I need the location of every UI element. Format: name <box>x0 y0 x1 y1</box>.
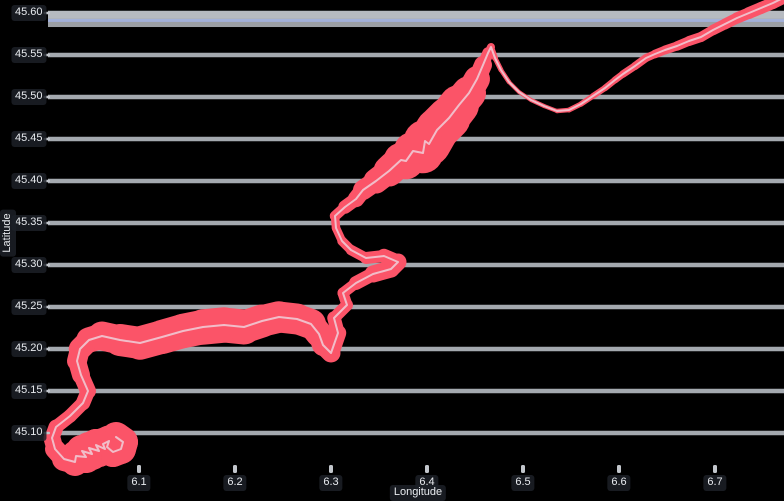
route-centerline <box>51 0 782 463</box>
x-tick-label: 6.7 <box>703 475 727 491</box>
x-tick-label: 6.6 <box>607 475 631 491</box>
x-tick-mark <box>713 465 717 473</box>
y-tick-label: 45.50 <box>10 89 47 105</box>
x-axis-title: Longitude <box>389 485 447 501</box>
y-tick-label: 45.60 <box>10 5 47 21</box>
y-tick-label: 45.10 <box>10 425 47 441</box>
y-tick-label: 45.25 <box>10 299 47 315</box>
y-tick-label: 45.55 <box>10 47 47 63</box>
y-axis-title: Latitude <box>0 209 16 257</box>
x-tick-label: 6.5 <box>511 475 535 491</box>
route-track <box>43 0 784 476</box>
x-tick-label: 6.3 <box>319 475 343 491</box>
x-tick-label: 6.1 <box>127 475 151 491</box>
gridlines-group <box>48 10 784 436</box>
x-tick-mark <box>617 465 621 473</box>
y-tick-label: 45.15 <box>10 383 47 399</box>
x-tick-mark <box>425 465 429 473</box>
flat-band-group <box>48 10 784 28</box>
x-tick-mark <box>521 465 525 473</box>
x-tick-label: 6.2 <box>223 475 247 491</box>
flat-band-segment <box>48 10 784 19</box>
y-tick-label: 45.40 <box>10 173 47 189</box>
flat-band-segment <box>48 21 784 28</box>
x-tick-mark <box>329 465 333 473</box>
y-tick-label: 45.35 <box>10 215 47 231</box>
x-tick-mark <box>233 465 237 473</box>
y-tick-label: 45.45 <box>10 131 47 147</box>
x-tick-mark <box>137 465 141 473</box>
flat-band-segment <box>48 18 784 22</box>
y-tick-label: 45.30 <box>10 257 47 273</box>
y-tick-label: 45.20 <box>10 341 47 357</box>
